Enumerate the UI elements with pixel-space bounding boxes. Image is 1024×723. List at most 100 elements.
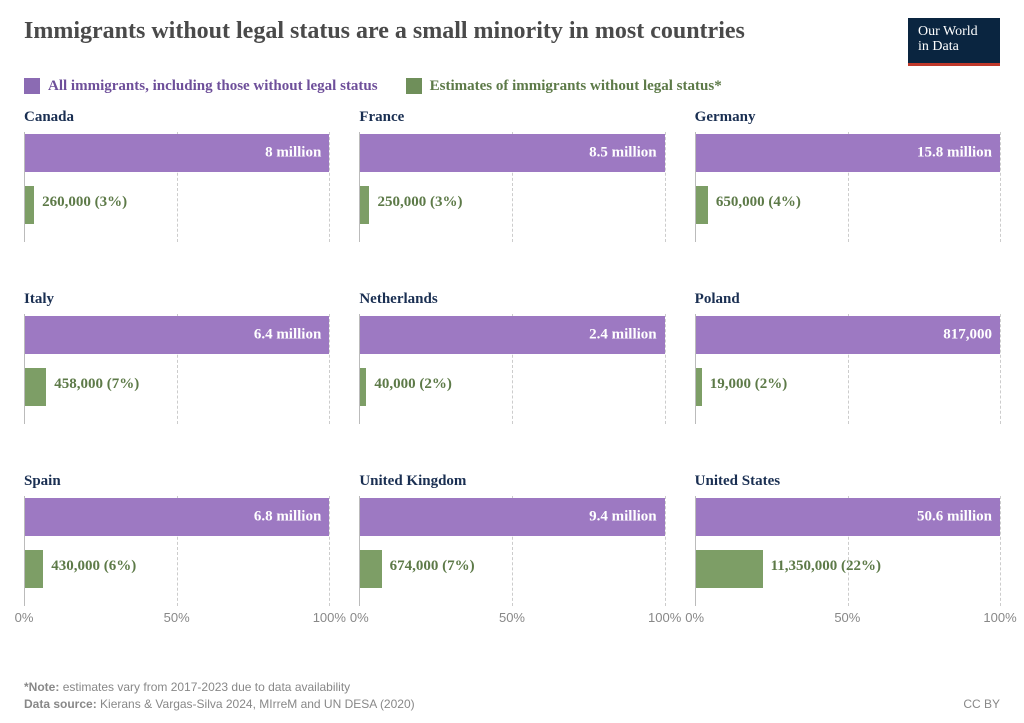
country-name: Italy <box>24 291 329 308</box>
bar-without-legal-status <box>696 550 763 588</box>
bar-without-legal-status <box>696 186 708 224</box>
bar-label-illegal: 19,000 (2%) <box>710 376 788 393</box>
bar-label-illegal: 430,000 (6%) <box>51 558 136 575</box>
gridline <box>1000 314 1001 424</box>
bar-label-illegal: 674,000 (7%) <box>390 558 475 575</box>
country-name: Spain <box>24 473 329 490</box>
bar-all-immigrants: 9.4 million <box>360 498 664 536</box>
country-name: Canada <box>24 109 329 126</box>
bar-label-all: 9.4 million <box>589 508 657 525</box>
panel-united-kingdom: United Kingdom 9.4 million 674,000 (7%) 0%5… <box>359 469 664 645</box>
bar-label-all: 8.5 million <box>589 144 657 161</box>
x-tick: 100% <box>648 610 681 625</box>
panel-spain: Spain 6.8 million 430,000 (6%) 0%50%100% <box>24 469 329 645</box>
legend-item-all: All immigrants, including those without … <box>24 78 378 95</box>
gridline <box>665 496 666 606</box>
legend-swatch-all <box>24 78 40 94</box>
bar-area: 8.5 million 250,000 (3%) <box>359 132 664 242</box>
country-name: United States <box>695 473 1000 490</box>
bar-label-all: 8 million <box>265 144 321 161</box>
bar-without-legal-status <box>25 368 46 406</box>
legend-label-all: All immigrants, including those without … <box>48 78 378 95</box>
bar-label-all: 6.4 million <box>254 326 322 343</box>
bar-area: 2.4 million 40,000 (2%) <box>359 314 664 424</box>
country-name: Germany <box>695 109 1000 126</box>
bar-area: 6.8 million 430,000 (6%) <box>24 496 329 606</box>
bar-all-immigrants: 8 million <box>25 134 329 172</box>
bar-label-all: 6.8 million <box>254 508 322 525</box>
small-multiples-grid: Canada 8 million 260,000 (3%) France 8.5 mil… <box>24 105 1000 645</box>
footnote-prefix: *Note: <box>24 680 59 694</box>
bar-label-all: 2.4 million <box>589 326 657 343</box>
bar-without-legal-status <box>696 368 702 406</box>
bar-all-immigrants: 2.4 million <box>360 316 664 354</box>
panel-united-states: United States 50.6 million11,350,000 (22%… <box>695 469 1000 645</box>
x-tick: 100% <box>313 610 346 625</box>
bar-without-legal-status <box>360 550 381 588</box>
logo-line2: in Data <box>918 39 990 54</box>
x-axis: 0%50%100% <box>24 610 329 628</box>
gridline <box>329 314 330 424</box>
legend: All immigrants, including those without … <box>24 78 1000 95</box>
gridline <box>1000 132 1001 242</box>
x-tick: 50% <box>164 610 190 625</box>
panel-germany: Germany 15.8 million 650,000 (4%) <box>695 105 1000 281</box>
bar-area: 8 million 260,000 (3%) <box>24 132 329 242</box>
gridline <box>329 496 330 606</box>
bar-without-legal-status <box>360 186 369 224</box>
source-prefix: Data source: <box>24 697 97 711</box>
legend-label-illegal: Estimates of immigrants without legal st… <box>430 78 722 95</box>
bar-all-immigrants: 817,000 <box>696 316 1000 354</box>
x-axis: 0%50%100% <box>359 610 664 628</box>
bar-all-immigrants: 50.6 million <box>696 498 1000 536</box>
license-text: CC BY <box>963 696 1000 713</box>
source-text: Kierans & Vargas-Silva 2024, MIrreM and … <box>100 697 415 711</box>
x-axis: 0%50%100% <box>695 610 1000 628</box>
bar-all-immigrants: 6.8 million <box>25 498 329 536</box>
legend-swatch-illegal <box>406 78 422 94</box>
bar-without-legal-status <box>360 368 366 406</box>
country-name: France <box>359 109 664 126</box>
bar-label-all: 50.6 million <box>917 508 992 525</box>
bar-label-illegal: 260,000 (3%) <box>42 194 127 211</box>
country-name: Poland <box>695 291 1000 308</box>
panel-canada: Canada 8 million 260,000 (3%) <box>24 105 329 281</box>
bar-label-illegal: 250,000 (3%) <box>377 194 462 211</box>
panel-france: France 8.5 million 250,000 (3%) <box>359 105 664 281</box>
bar-label-all: 15.8 million <box>917 144 992 161</box>
gridline <box>665 314 666 424</box>
panel-poland: Poland 817,000 19,000 (2%) <box>695 287 1000 463</box>
country-name: United Kingdom <box>359 473 664 490</box>
x-tick: 0% <box>15 610 34 625</box>
chart-title: Immigrants without legal status are a sm… <box>24 18 745 45</box>
x-tick: 50% <box>499 610 525 625</box>
bar-area: 50.6 million11,350,000 (22%) <box>695 496 1000 606</box>
footnote-text: estimates vary from 2017-2023 due to dat… <box>63 680 351 694</box>
bar-label-all: 817,000 <box>943 326 992 343</box>
bar-all-immigrants: 6.4 million <box>25 316 329 354</box>
x-tick: 50% <box>834 610 860 625</box>
panel-italy: Italy 6.4 million 458,000 (7%) <box>24 287 329 463</box>
bar-area: 817,000 19,000 (2%) <box>695 314 1000 424</box>
bar-area: 15.8 million 650,000 (4%) <box>695 132 1000 242</box>
country-name: Netherlands <box>359 291 664 308</box>
bar-label-illegal: 40,000 (2%) <box>374 376 452 393</box>
gridline <box>665 132 666 242</box>
bar-label-illegal: 650,000 (4%) <box>716 194 801 211</box>
x-tick: 100% <box>983 610 1016 625</box>
legend-item-illegal: Estimates of immigrants without legal st… <box>406 78 722 95</box>
bar-without-legal-status <box>25 186 34 224</box>
bar-all-immigrants: 15.8 million <box>696 134 1000 172</box>
panel-netherlands: Netherlands 2.4 million 40,000 (2%) <box>359 287 664 463</box>
owid-logo: Our World in Data <box>908 18 1000 66</box>
gridline <box>329 132 330 242</box>
logo-line1: Our World <box>918 24 990 39</box>
bar-label-illegal: 458,000 (7%) <box>54 376 139 393</box>
chart-footer: *Note: estimates vary from 2017-2023 due… <box>24 679 1000 713</box>
gridline <box>1000 496 1001 606</box>
bar-without-legal-status <box>25 550 43 588</box>
x-tick: 0% <box>350 610 369 625</box>
bar-area: 9.4 million 674,000 (7%) <box>359 496 664 606</box>
bar-area: 6.4 million 458,000 (7%) <box>24 314 329 424</box>
x-tick: 0% <box>685 610 704 625</box>
